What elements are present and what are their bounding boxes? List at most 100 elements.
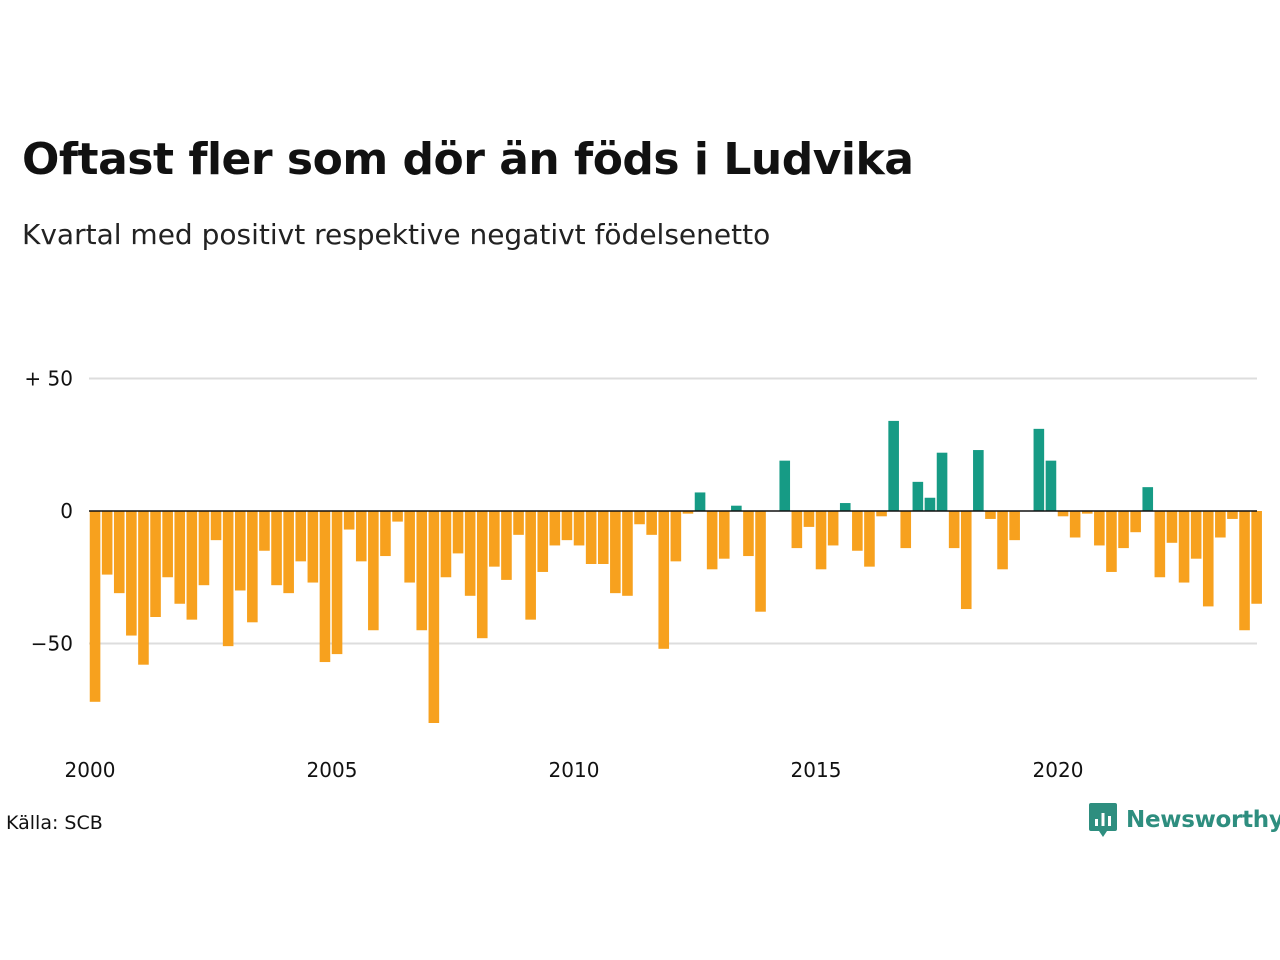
bar xyxy=(549,511,561,546)
bar xyxy=(452,511,464,554)
x-tick-label: 2015 xyxy=(791,758,842,782)
y-tick-label: 0 xyxy=(60,499,73,523)
bar xyxy=(476,511,488,639)
bar xyxy=(489,511,500,567)
bar xyxy=(670,511,682,562)
bar xyxy=(610,511,621,594)
bar xyxy=(416,511,428,631)
newsworthy-logo-text: Newsworthy xyxy=(1126,807,1280,833)
bar xyxy=(585,511,597,564)
bar xyxy=(186,511,198,620)
gridlines xyxy=(89,377,1257,645)
bar xyxy=(89,511,101,702)
bar xyxy=(1190,511,1202,559)
x-tick-label: 2000 xyxy=(65,758,116,782)
bar xyxy=(985,511,996,519)
bar xyxy=(537,511,549,572)
bar xyxy=(718,511,730,559)
bar xyxy=(1142,487,1154,511)
bar xyxy=(791,511,803,549)
bar xyxy=(1215,511,1226,538)
bar xyxy=(501,511,512,580)
x-tick-label: 2010 xyxy=(549,758,600,782)
bar xyxy=(138,511,149,665)
bar xyxy=(525,511,536,620)
newsworthy-logo: Newsworthy xyxy=(1088,802,1280,838)
bar xyxy=(1166,511,1178,543)
bar xyxy=(864,511,875,567)
bar xyxy=(404,511,415,583)
bar xyxy=(283,511,294,594)
bar xyxy=(706,511,718,570)
bar xyxy=(210,511,222,541)
bar xyxy=(1106,511,1117,572)
bar xyxy=(900,511,912,549)
bar xyxy=(1057,511,1069,517)
chart-subtitle: Kvartal med positivt respektive negativt… xyxy=(22,218,771,251)
bar xyxy=(912,481,924,511)
bar xyxy=(694,492,706,511)
bar xyxy=(573,511,585,546)
bar xyxy=(876,511,887,517)
bar xyxy=(1009,511,1020,541)
bar xyxy=(815,511,827,570)
bar xyxy=(464,511,476,596)
bar xyxy=(658,511,670,649)
bar xyxy=(634,511,645,525)
bar xyxy=(960,511,972,610)
bar xyxy=(380,511,391,557)
y-tick-label: + 50 xyxy=(24,367,73,391)
bar xyxy=(779,460,791,511)
bar xyxy=(162,511,173,578)
bar xyxy=(234,511,246,591)
bar xyxy=(428,511,440,723)
bar xyxy=(839,503,851,511)
bar xyxy=(198,511,210,586)
bar xyxy=(803,511,815,527)
bar xyxy=(101,511,113,575)
bar xyxy=(1094,511,1105,546)
bar xyxy=(827,511,839,546)
bar xyxy=(1081,511,1093,514)
bar xyxy=(259,511,270,551)
bar xyxy=(646,511,657,535)
bar xyxy=(852,511,863,551)
x-tick-label: 2005 xyxy=(307,758,358,782)
bar xyxy=(743,511,754,557)
newsworthy-logo-icon xyxy=(1089,803,1117,837)
bars xyxy=(89,420,1262,723)
chart-title: Oftast fler som dör än föds i Ludvika xyxy=(22,134,914,185)
bar xyxy=(948,511,960,549)
bar xyxy=(331,511,343,655)
bar xyxy=(1178,511,1190,583)
axes: + 50 0 −50 2000 2005 2010 2015 2020 xyxy=(24,367,1257,782)
bar xyxy=(924,497,936,511)
bar xyxy=(271,511,282,586)
bar xyxy=(622,511,633,596)
bar xyxy=(440,511,452,578)
bar xyxy=(392,511,403,522)
y-tick-label: −50 xyxy=(31,632,73,656)
bar xyxy=(295,511,307,562)
bar xyxy=(936,452,948,511)
bar xyxy=(247,511,258,623)
x-tick-label: 2020 xyxy=(1033,758,1084,782)
bar xyxy=(368,511,379,631)
bar xyxy=(597,511,609,564)
bar xyxy=(1202,511,1214,607)
bar xyxy=(888,420,899,511)
bar xyxy=(1118,511,1129,549)
bar xyxy=(113,511,125,594)
bar xyxy=(1251,511,1262,604)
bar xyxy=(1045,460,1057,511)
bar xyxy=(222,511,234,647)
bar xyxy=(1130,511,1141,533)
bar xyxy=(150,511,161,617)
bar xyxy=(731,505,742,511)
bar xyxy=(355,511,367,562)
bar xyxy=(319,511,331,663)
bar xyxy=(755,511,766,612)
bar xyxy=(1154,511,1166,578)
bar xyxy=(343,511,355,530)
